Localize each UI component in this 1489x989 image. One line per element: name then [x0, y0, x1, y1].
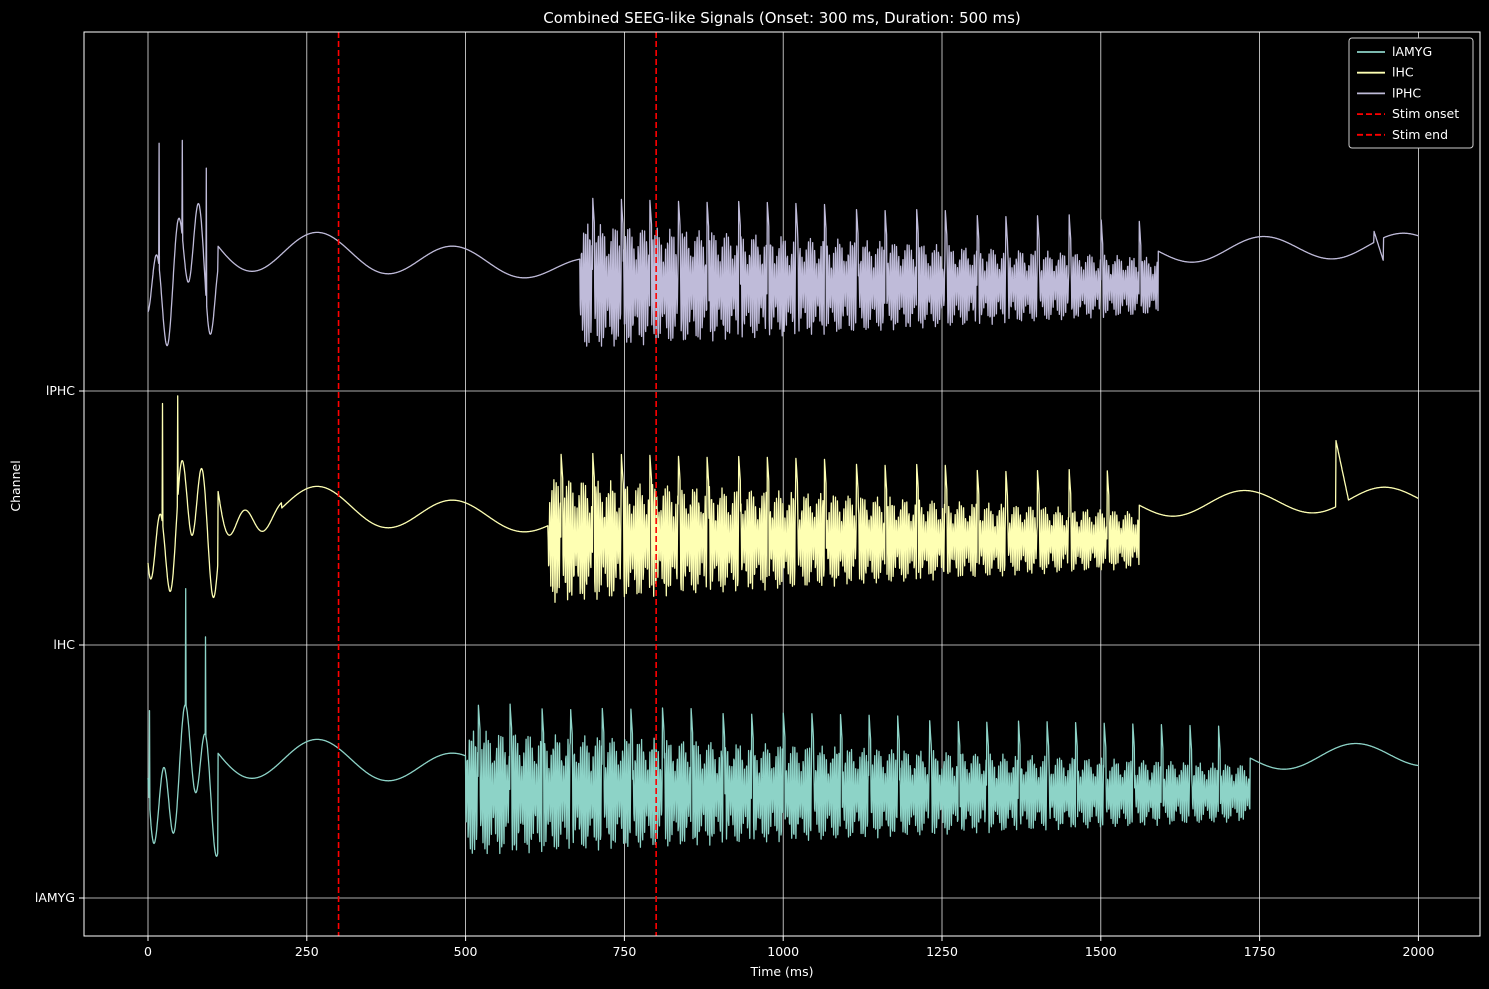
y-tick-label: lHC — [53, 637, 75, 652]
legend-label: lPHC — [1392, 85, 1421, 100]
legend-label: Stim end — [1392, 127, 1448, 142]
series-line-lHC — [147, 395, 1419, 603]
x-tick-label: 1250 — [926, 944, 958, 959]
chart-title: Combined SEEG-like Signals (Onset: 300 m… — [543, 9, 1021, 27]
x-tick-label: 750 — [612, 944, 636, 959]
x-tick-label: 1500 — [1085, 944, 1117, 959]
x-tick-label: 1000 — [767, 944, 799, 959]
series-line-lPHC — [147, 139, 1419, 347]
y-tick-label: lAMYG — [35, 890, 75, 905]
legend-frame — [1348, 37, 1474, 149]
x-tick-label: 250 — [295, 944, 319, 959]
grid-layer — [84, 32, 1480, 936]
x-axis-ticks: 0 250 500 750 1000 1250 1500 1750 2000 — [144, 936, 1434, 959]
legend-label: Stim onset — [1392, 106, 1459, 121]
y-axis-label: Channel — [8, 460, 23, 511]
y-tick-label: lPHC — [46, 383, 75, 398]
series-layer — [147, 139, 1419, 857]
y-axis-ticks: lAMYG lHC lPHC — [35, 383, 84, 905]
x-tick-label: 500 — [454, 944, 478, 959]
stim-lines — [337, 32, 657, 936]
legend-label: lAMYG — [1392, 44, 1432, 59]
x-tick-label: 2000 — [1402, 944, 1434, 959]
legend-label: lHC — [1392, 65, 1414, 80]
plot-frame — [83, 31, 1481, 937]
x-tick-label: 0 — [144, 944, 152, 959]
x-tick-label: 1750 — [1244, 944, 1276, 959]
x-axis-label: Time (ms) — [749, 964, 813, 979]
legend: lAMYG lHC lPHC Stim onset Stim end — [1348, 37, 1474, 149]
series-line-lAMYG — [147, 588, 1419, 857]
